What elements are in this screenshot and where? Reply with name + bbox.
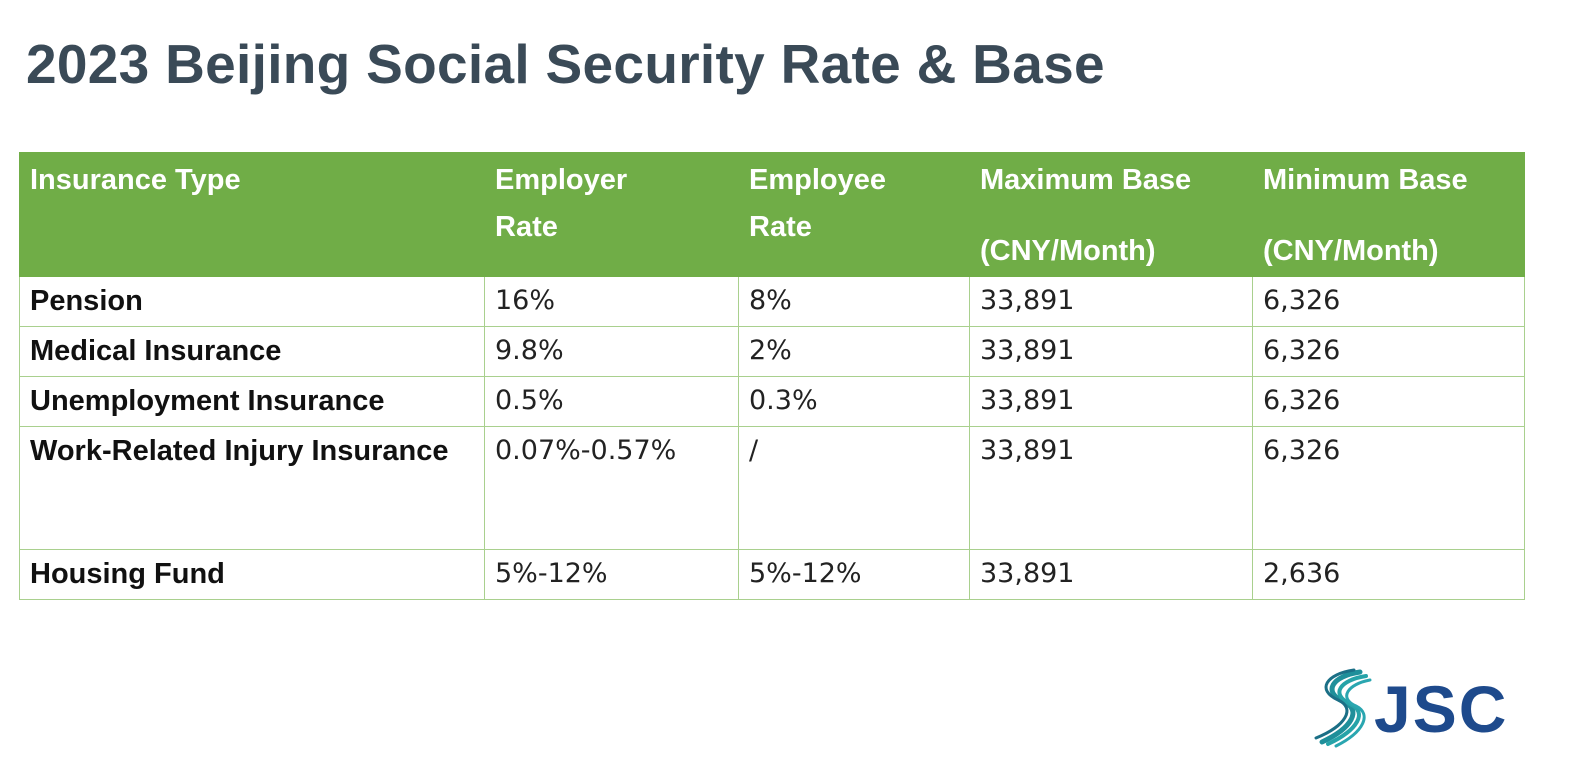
employee-rate-cell: /	[738, 426, 970, 550]
jsc-logo: JSC	[1314, 668, 1508, 748]
employer-rate-cell: 5%-12%	[484, 549, 739, 600]
table-row: Work-Related Injury Insurance 0.07%-0.57…	[19, 426, 1525, 550]
logo-wordmark: JSC	[1374, 672, 1508, 746]
employee-rate-cell: 5%-12%	[738, 549, 970, 600]
header-maximum-base: Maximum Base (CNY/Month)	[969, 152, 1253, 277]
employer-rate-cell: 0.5%	[484, 376, 739, 427]
minimum-base-cell: 6,326	[1252, 376, 1525, 427]
insurance-type-cell: Pension	[19, 276, 485, 327]
insurance-type-cell: Medical Insurance	[19, 326, 485, 377]
employee-rate-cell: 8%	[738, 276, 970, 327]
table-row: Unemployment Insurance 0.5% 0.3% 33,891 …	[19, 376, 1525, 427]
employer-rate-cell: 9.8%	[484, 326, 739, 377]
minimum-base-cell: 6,326	[1252, 326, 1525, 377]
header-minimum-base: Minimum Base (CNY/Month)	[1252, 152, 1525, 277]
employee-rate-cell: 0.3%	[738, 376, 970, 427]
insurance-type-cell: Work-Related Injury Insurance	[19, 426, 485, 550]
minimum-base-cell: 6,326	[1252, 276, 1525, 327]
page-title: 2023 Beijing Social Security Rate & Base	[26, 33, 1105, 95]
employee-rate-cell: 2%	[738, 326, 970, 377]
header-insurance-type: Insurance Type	[19, 152, 485, 277]
table-row: Medical Insurance 9.8% 2% 33,891 6,326	[19, 326, 1525, 377]
maximum-base-cell: 33,891	[969, 276, 1253, 327]
swoosh-icon	[1314, 668, 1372, 748]
maximum-base-cell: 33,891	[969, 426, 1253, 550]
insurance-type-cell: Housing Fund	[19, 549, 485, 600]
table-header-row: Insurance Type Employer Rate Employee Ra…	[19, 152, 1525, 277]
maximum-base-cell: 33,891	[969, 326, 1253, 377]
header-employer-rate: Employer Rate	[484, 152, 739, 277]
minimum-base-cell: 2,636	[1252, 549, 1525, 600]
table-row: Pension 16% 8% 33,891 6,326	[19, 276, 1525, 327]
insurance-type-cell: Unemployment Insurance	[19, 376, 485, 427]
minimum-base-cell: 6,326	[1252, 426, 1525, 550]
employer-rate-cell: 16%	[484, 276, 739, 327]
employer-rate-cell: 0.07%-0.57%	[484, 426, 739, 550]
maximum-base-cell: 33,891	[969, 376, 1253, 427]
maximum-base-cell: 33,891	[969, 549, 1253, 600]
social-security-table: Insurance Type Employer Rate Employee Ra…	[19, 152, 1525, 600]
table-row: Housing Fund 5%-12% 5%-12% 33,891 2,636	[19, 549, 1525, 600]
header-employee-rate: Employee Rate	[738, 152, 970, 277]
